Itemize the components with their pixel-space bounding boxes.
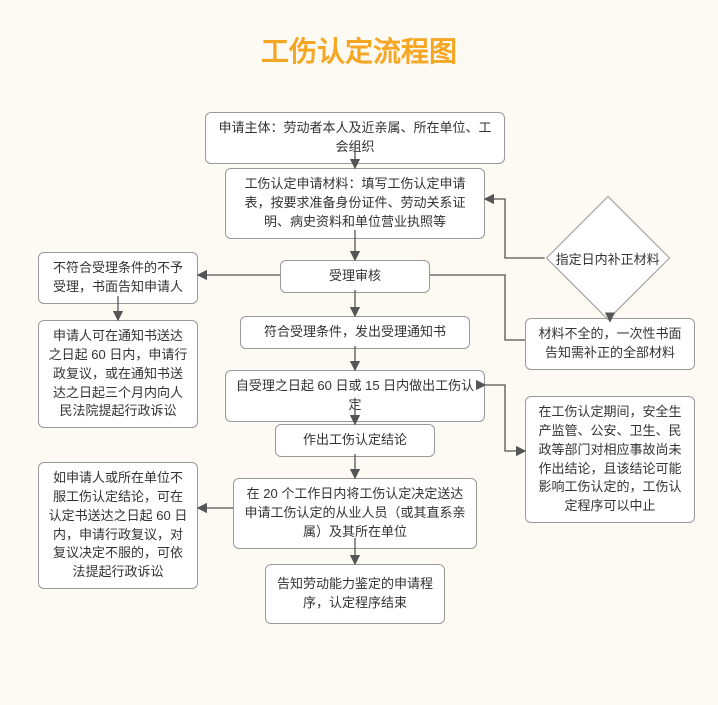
node-incomplete-materials: 材料不全的，一次性书面告知需补正的全部材料 xyxy=(525,318,695,370)
node-accept-notice: 符合受理条件，发出受理通知书 xyxy=(240,316,470,349)
node-60-15-days: 自受理之日起 60 日或 15 日内做出工伤认定 xyxy=(225,370,485,422)
node-reject-notify: 不符合受理条件的不予受理，书面告知申请人 xyxy=(38,252,198,304)
page-title: 工伤认定流程图 xyxy=(0,30,718,70)
node-materials: 工伤认定申请材料：填写工伤认定申请表，按要求准备身份证件、劳动关系证明、病史资料… xyxy=(225,168,485,239)
node-deliver-20-days: 在 20 个工作日内将工伤认定决定送达申请工伤认定的从业人员（或其直系亲属）及其… xyxy=(233,478,477,549)
node-reconsideration-left: 申请人可在通知书送达之日起 60 日内，申请行政复议，或在通知书送达之日起三个月… xyxy=(38,320,198,428)
node-conclusion: 作出工伤认定结论 xyxy=(275,424,435,457)
node-applicant: 申请主体：劳动者本人及近亲属、所在单位、工会组织 xyxy=(205,112,505,164)
node-diamond-supplement: 指定日内补正材料 xyxy=(546,196,670,320)
node-suspend: 在工伤认定期间，安全生产监管、公安、卫生、民政等部门对相应事故尚未作出结论，且该… xyxy=(525,396,695,523)
node-review: 受理审核 xyxy=(280,260,430,293)
node-finish: 告知劳动能力鉴定的申请程序，认定程序结束 xyxy=(265,564,445,624)
diamond-label: 指定日内补正材料 xyxy=(556,249,660,268)
node-appeal-left: 如申请人或所在单位不服工伤认定结论，可在认定书送达之日起 60 日内，申请行政复… xyxy=(38,462,198,589)
